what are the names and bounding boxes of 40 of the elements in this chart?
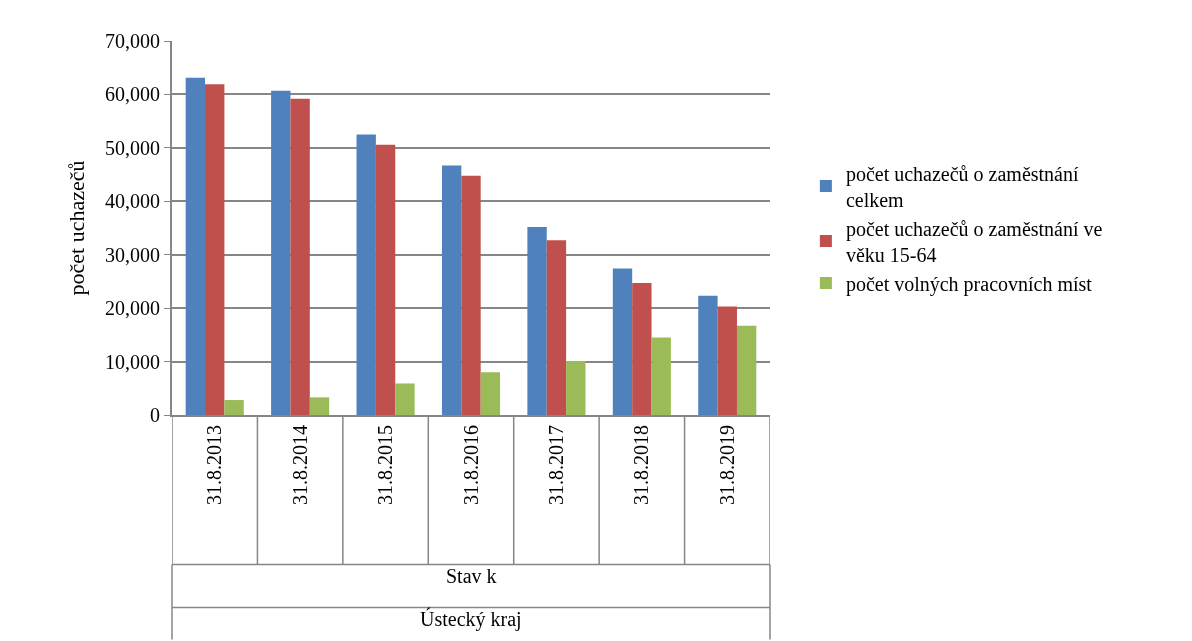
bar bbox=[632, 283, 652, 415]
bar bbox=[395, 383, 415, 415]
y-tick-label: 20,000 bbox=[105, 297, 160, 320]
text: Ústecký kraj bbox=[420, 607, 522, 631]
bar bbox=[461, 175, 481, 415]
x-tick-label: 31.8.2018 bbox=[630, 425, 653, 505]
bar bbox=[375, 144, 396, 415]
x-tick-label: 31.8.2019 bbox=[715, 425, 738, 505]
bar bbox=[224, 400, 244, 415]
y-tick-label: 30,000 bbox=[105, 243, 160, 266]
bar bbox=[441, 165, 462, 415]
x-tick-label: 31.8.2014 bbox=[288, 425, 311, 505]
bar bbox=[612, 268, 633, 415]
bar bbox=[271, 90, 291, 415]
y-tick-label: 70,000 bbox=[105, 30, 160, 52]
y-tick-label: 50,000 bbox=[105, 136, 160, 159]
y-tick-label: 60,000 bbox=[105, 83, 160, 106]
legend-label: počet volných pracovních míst bbox=[845, 272, 1093, 296]
x-tick-label: 31.8.2015 bbox=[374, 425, 397, 505]
bar bbox=[290, 98, 310, 415]
bar bbox=[205, 84, 225, 415]
x-tick-label: 31.8.2016 bbox=[459, 425, 482, 505]
text: Stav k bbox=[446, 565, 497, 587]
y-tick-label: 0 bbox=[150, 404, 160, 426]
y-tick-label: 40,000 bbox=[105, 190, 160, 213]
bar bbox=[566, 361, 586, 415]
bar bbox=[185, 77, 206, 415]
bar bbox=[717, 306, 737, 415]
bar bbox=[736, 325, 757, 415]
x-tick-label: 31.8.2013 bbox=[203, 425, 226, 505]
y-axis-title: počet uchazečů bbox=[64, 160, 90, 296]
bar bbox=[309, 397, 330, 415]
bar bbox=[480, 372, 501, 415]
bar bbox=[651, 337, 671, 415]
bar bbox=[356, 134, 376, 415]
bar bbox=[527, 226, 547, 415]
bar bbox=[698, 295, 718, 415]
x-tick-label: 31.8.2017 bbox=[544, 425, 567, 505]
y-tick-label: 10,000 bbox=[105, 350, 160, 373]
bar bbox=[546, 240, 567, 415]
